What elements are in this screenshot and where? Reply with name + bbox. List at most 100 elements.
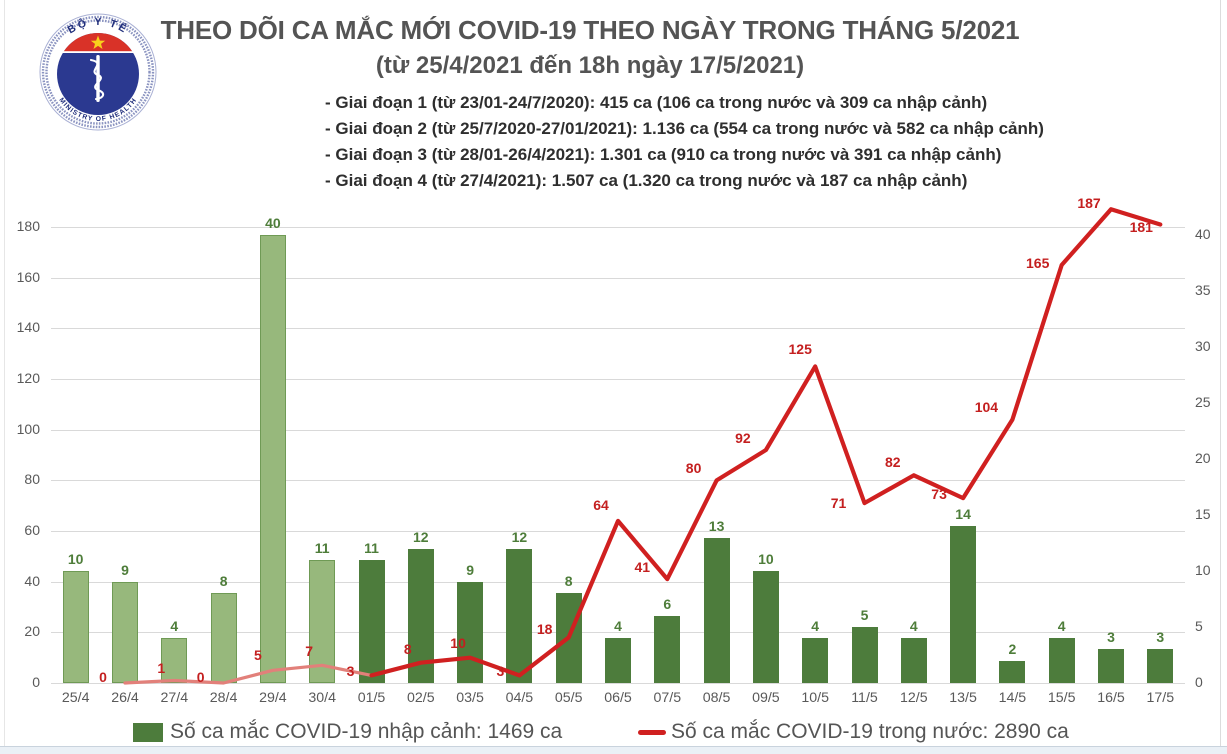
domestic-value-label: 10 bbox=[450, 634, 466, 651]
imported-cases-bar bbox=[112, 582, 138, 683]
bar-value-label: 8 bbox=[564, 573, 573, 590]
imported-cases-bar bbox=[752, 571, 779, 683]
imported-cases-bar bbox=[1048, 638, 1075, 683]
x-axis-label: 02/5 bbox=[406, 690, 435, 706]
x-axis-label: 28/4 bbox=[209, 690, 238, 706]
right-axis-tick: 5 bbox=[1195, 618, 1203, 634]
x-axis-label: 09/5 bbox=[752, 690, 780, 706]
dual-axis-chart: 0 20 40 60 80 100 120 140 160 180 0 5 10 15 20 25 30 35 40… bbox=[0, 195, 1227, 710]
logo-separator bbox=[61, 51, 135, 53]
phase-line-4: - Giai đoạn 4 (từ 27/4/2021): 1.507 ca (… bbox=[325, 171, 968, 190]
x-axis-label: 14/5 bbox=[998, 690, 1027, 706]
phase-summary-block: - Giai đoạn 1 (từ 23/01-24/7/2020): 415 … bbox=[325, 90, 1044, 194]
left-axis-tick: 0 bbox=[32, 674, 40, 690]
imported-cases-bar bbox=[851, 627, 878, 683]
logo-guilloche-ring-2 bbox=[45, 19, 151, 125]
x-axis-label: 05/5 bbox=[554, 690, 583, 706]
legend-line-swatch bbox=[638, 730, 666, 735]
legend-label-imported: Số ca mắc COVID-19 nhập cảnh: 1469 ca bbox=[170, 720, 563, 743]
bar-value-label: 10 bbox=[758, 551, 774, 568]
page-subtitle: (từ 25/4/2021 đến 18h ngày 17/5/2021) bbox=[375, 52, 805, 79]
left-axis-tick: 40 bbox=[24, 572, 40, 589]
domestic-value-label: 8 bbox=[403, 640, 412, 657]
imported-cases-bar bbox=[555, 593, 582, 683]
x-axis-label: 29/4 bbox=[259, 690, 287, 706]
domestic-value-label: 92 bbox=[735, 430, 751, 446]
bar-value-label: 4 bbox=[811, 618, 820, 635]
right-axis-tick: 10 bbox=[1195, 562, 1211, 579]
gridline bbox=[51, 277, 1185, 279]
phase-line-2: - Giai đoạn 2 (từ 25/7/2020-27/01/2021):… bbox=[325, 119, 1044, 138]
x-axis-label: 07/5 bbox=[653, 690, 682, 706]
bar-value-label: 9 bbox=[121, 562, 129, 579]
imported-cases-bar bbox=[654, 615, 681, 683]
bar-value-label: 40 bbox=[265, 215, 281, 232]
bar-value-label: 3 bbox=[1156, 629, 1165, 646]
bar-value-label: 4 bbox=[909, 618, 918, 635]
x-axis-label: 26/4 bbox=[111, 690, 139, 706]
domestic-value-label: 0 bbox=[99, 669, 107, 685]
imported-cases-bar bbox=[900, 638, 927, 683]
gridline bbox=[51, 328, 1185, 330]
imported-cases-bar bbox=[802, 638, 829, 683]
x-axis-label: 30/4 bbox=[308, 690, 336, 706]
left-axis-tick: 160 bbox=[16, 268, 40, 285]
bar-value-label: 5 bbox=[860, 607, 869, 623]
gridline bbox=[51, 429, 1185, 431]
left-axis-tick: 140 bbox=[16, 319, 40, 336]
imported-cases-bar bbox=[407, 548, 434, 683]
left-axis-tick: 60 bbox=[24, 522, 40, 538]
right-axis-tick: 30 bbox=[1195, 338, 1211, 355]
bar-value-label: 4 bbox=[170, 618, 179, 635]
logo-star-icon bbox=[90, 35, 106, 49]
domestic-value-label: 41 bbox=[634, 559, 651, 576]
right-axis-tick: 35 bbox=[1195, 282, 1211, 299]
ministry-of-health-logo: BỘ Y TẾ MINISTRY OF HEALTH bbox=[39, 13, 157, 131]
domestic-value-label: 80 bbox=[685, 460, 702, 477]
bar-value-label: 13 bbox=[708, 517, 725, 534]
x-axis-label: 13/5 bbox=[949, 690, 977, 706]
domestic-value-label: 82 bbox=[885, 454, 901, 471]
right-edge-line bbox=[1220, 0, 1221, 753]
domestic-value-label: 104 bbox=[974, 398, 999, 415]
right-axis-tick: 0 bbox=[1195, 674, 1203, 690]
phase-line-1: - Giai đoạn 1 (từ 23/01-24/7/2020): 415 … bbox=[325, 93, 988, 112]
x-axis-label: 01/5 bbox=[357, 690, 386, 706]
gridline bbox=[51, 379, 1185, 380]
imported-cases-bar bbox=[950, 526, 977, 683]
domestic-value-label: 187 bbox=[1077, 195, 1101, 212]
x-axis-label: 27/4 bbox=[160, 690, 189, 706]
x-axis-label: 15/5 bbox=[1047, 690, 1076, 706]
legend-label-domestic: Số ca mắc COVID-19 trong nước: 2890 ca bbox=[671, 720, 1069, 743]
right-axis-tick: 15 bbox=[1195, 506, 1211, 523]
right-axis-tick: 25 bbox=[1195, 394, 1211, 411]
x-axis-label: 12/5 bbox=[899, 690, 928, 706]
right-axis-tick: 40 bbox=[1195, 226, 1211, 243]
bar-value-label: 12 bbox=[413, 528, 429, 545]
x-axis-label: 16/5 bbox=[1097, 690, 1125, 706]
bottom-window-strip bbox=[0, 746, 1227, 754]
left-edge-line bbox=[4, 0, 5, 753]
bar-value-label: 14 bbox=[955, 506, 971, 523]
bar-value-label: 10 bbox=[67, 551, 84, 568]
x-axis-label: 25/4 bbox=[61, 690, 90, 706]
domestic-value-label: 73 bbox=[931, 486, 947, 503]
bar-value-label: 4 bbox=[1057, 618, 1066, 635]
domestic-value-label: 181 bbox=[1129, 218, 1153, 235]
phase-line-3: - Giai đoạn 3 (từ 28/01-26/4/2021): 1.30… bbox=[325, 145, 1002, 164]
bar-value-label: 4 bbox=[614, 618, 622, 635]
bar-value-label: 12 bbox=[511, 528, 528, 545]
domestic-value-label: 71 bbox=[830, 495, 847, 512]
domestic-value-label: 3 bbox=[496, 663, 505, 680]
gridline bbox=[51, 531, 1185, 532]
page-title: THEO DÕI CA MẮC MỚI COVID-19 THEO NGÀY T… bbox=[160, 15, 1020, 45]
bar-value-label: 9 bbox=[466, 562, 474, 579]
bar-value-label: 2 bbox=[1008, 640, 1017, 657]
imported-cases-bar bbox=[999, 660, 1026, 683]
gridline bbox=[51, 683, 1185, 684]
left-axis-tick: 120 bbox=[16, 370, 40, 386]
imported-cases-bar bbox=[309, 559, 336, 683]
domestic-value-label: 1 bbox=[157, 659, 166, 676]
imported-cases-bar bbox=[1098, 649, 1124, 683]
